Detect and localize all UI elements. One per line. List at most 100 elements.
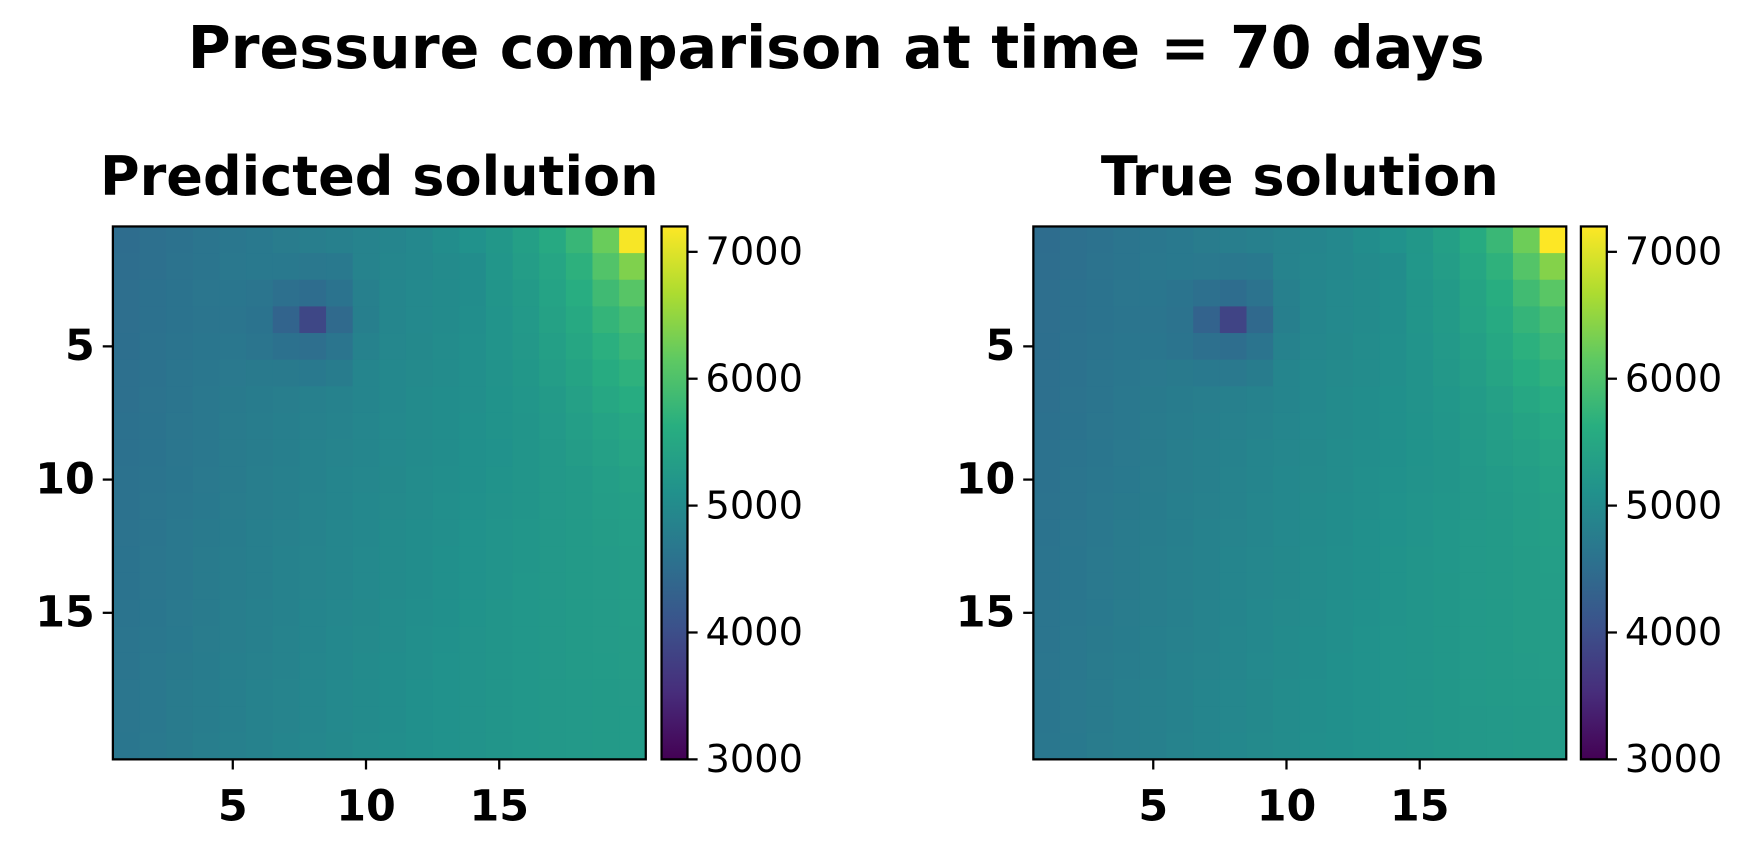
heatmap-cell	[1193, 279, 1221, 307]
heatmap-cell	[326, 732, 354, 760]
heatmap-cell	[1379, 412, 1407, 441]
heatmap-cell	[166, 279, 194, 307]
heatmap-cell	[1459, 599, 1487, 627]
heatmap-cell	[1166, 572, 1194, 601]
heatmap-cell	[1113, 226, 1141, 254]
panel-title: True solution	[1101, 145, 1499, 208]
heatmap-cell	[1139, 732, 1168, 760]
heatmap-cell	[1406, 279, 1434, 307]
heatmap-cell	[1486, 599, 1514, 627]
heatmap-cell	[512, 253, 540, 281]
heatmap-cell	[619, 226, 647, 254]
heatmap-cell	[326, 306, 354, 334]
colorbar-tick-label: 6000	[705, 356, 802, 401]
heatmap-cell	[1299, 626, 1328, 654]
heatmap-cell	[1512, 412, 1541, 441]
heatmap-cell	[219, 306, 247, 334]
heatmap-cell	[379, 386, 407, 414]
heatmap-cell	[565, 333, 594, 361]
heatmap-cell	[1219, 439, 1248, 467]
heatmap-cell	[1539, 386, 1567, 414]
heatmap-cell	[272, 572, 300, 601]
heatmap-cell	[1059, 652, 1088, 680]
heatmap-cell	[565, 546, 594, 574]
colorbar-tick-label: 7000	[1625, 230, 1722, 275]
heatmap-cell	[1166, 706, 1194, 734]
heatmap-cell	[565, 306, 594, 334]
heatmap-cell	[1539, 279, 1567, 307]
heatmap-cell	[219, 679, 247, 707]
heatmap-cell	[299, 492, 327, 521]
heatmap-cell	[192, 279, 221, 307]
heatmap-cell	[1539, 359, 1567, 387]
heatmap-cell	[1193, 546, 1221, 574]
heatmap-cell	[432, 253, 460, 281]
heatmap-cell	[1512, 679, 1541, 707]
heatmap-cell	[1086, 519, 1114, 547]
heatmap-cell	[1113, 546, 1141, 574]
heatmap-cell	[565, 652, 594, 680]
heatmap-cell	[565, 572, 594, 601]
heatmap-cell	[1273, 412, 1301, 441]
heatmap-cell	[112, 572, 141, 601]
heatmap-cell	[246, 359, 274, 387]
heatmap-cell	[512, 652, 540, 680]
heatmap-cell	[459, 466, 487, 494]
heatmap-cell	[1086, 546, 1114, 574]
heatmap-cell	[1059, 306, 1088, 334]
heatmap-cell	[112, 679, 141, 707]
heatmap-cell	[1273, 333, 1301, 361]
heatmap-cell	[512, 626, 540, 654]
heatmap-cell	[1299, 386, 1328, 414]
heatmap-cell	[485, 412, 514, 441]
heatmap-cell	[1379, 333, 1407, 361]
heatmap-cell	[592, 652, 620, 680]
heatmap-cell	[1299, 732, 1328, 760]
heatmap-cell	[1406, 226, 1434, 254]
heatmap-cell	[1512, 492, 1541, 521]
heatmap-cell	[1406, 706, 1434, 734]
heatmap-cell	[459, 572, 487, 601]
heatmap-cell	[512, 359, 540, 387]
colorbar-tick-label: 4000	[1625, 610, 1722, 655]
heatmap-cell	[1379, 546, 1407, 574]
heatmap-cell	[619, 572, 647, 601]
heatmap-cell	[1379, 386, 1407, 414]
heatmap-cell	[1033, 626, 1061, 654]
y-tick-label: 15	[35, 588, 95, 638]
colorbar-tick-label: 7000	[705, 230, 802, 275]
heatmap-cell	[1273, 519, 1301, 547]
heatmap-cell	[459, 546, 487, 574]
heatmap-cell	[1059, 679, 1088, 707]
heatmap-cell	[112, 333, 141, 361]
heatmap-cell	[1193, 359, 1221, 387]
heatmap-cell	[1459, 466, 1487, 494]
heatmap-cell	[1433, 732, 1461, 760]
heatmap-cell	[1059, 466, 1088, 494]
heatmap-cell	[1512, 706, 1541, 734]
heatmap-cell	[1086, 626, 1114, 654]
heatmap-cell	[1512, 546, 1541, 574]
heatmap-cell	[1299, 306, 1328, 334]
heatmap-cell	[1539, 706, 1567, 734]
heatmap-cell	[299, 253, 327, 281]
heatmap-cell	[112, 732, 141, 760]
heatmap-cell	[1086, 306, 1114, 334]
heatmap-cell	[1219, 279, 1248, 307]
heatmap-cell	[1406, 412, 1434, 441]
heatmap-cell	[459, 599, 487, 627]
heatmap-cell	[1139, 253, 1168, 281]
heatmap-cell	[112, 599, 141, 627]
heatmap-cell	[1219, 626, 1248, 654]
heatmap-cell	[1539, 572, 1567, 601]
heatmap-cell	[592, 439, 620, 467]
heatmap-cell	[592, 572, 620, 601]
heatmap-cell	[1326, 546, 1354, 574]
heatmap-cell	[192, 679, 221, 707]
heatmap-cell	[1326, 333, 1354, 361]
heatmap-cell	[219, 519, 247, 547]
heatmap-cell	[1353, 439, 1381, 467]
heatmap-cell	[1219, 359, 1248, 387]
heatmap-cell	[1459, 253, 1487, 281]
heatmap-cell	[1512, 439, 1541, 467]
